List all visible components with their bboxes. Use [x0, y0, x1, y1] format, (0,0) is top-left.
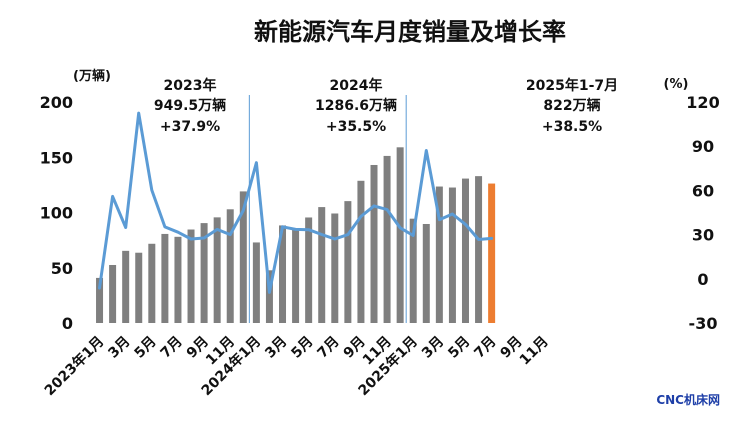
sales-bar [422, 223, 430, 323]
right-axis-unit: (%) [664, 77, 689, 92]
sales-bar [252, 242, 260, 323]
left-tick-label: 50 [51, 259, 73, 278]
sales-bar [383, 155, 391, 323]
left-tick-label: 200 [40, 93, 73, 112]
sales-bar [226, 209, 234, 323]
sales-bar [435, 186, 443, 323]
sales-bar [265, 270, 273, 323]
annotation-line: 1286.6万辆 [315, 97, 397, 114]
annotation-line: 949.5万辆 [154, 97, 226, 114]
left-tick-label: 0 [62, 314, 73, 333]
sales-bar [96, 277, 104, 323]
x-tick-label: 3月 [419, 334, 447, 362]
right-tick-label: 60 [692, 181, 714, 200]
right-axis-ticks: -30 0 30 60 90 120 [686, 93, 719, 333]
sales-bar [461, 178, 469, 323]
x-tick-label: 7月 [315, 334, 343, 362]
sales-bar [370, 164, 378, 323]
sales-bar [161, 233, 169, 323]
year-annotation: 2023年 949.5万辆 +37.9% [154, 77, 226, 135]
x-tick-label: 5月 [132, 334, 160, 362]
right-tick-label: 30 [692, 226, 714, 245]
sales-bar [187, 229, 195, 323]
sales-bar [292, 229, 300, 323]
sales-bar [331, 213, 339, 323]
watermark: CNC机床网 [656, 392, 720, 407]
x-tick-label: 3月 [105, 334, 133, 362]
x-tick-label: 5月 [288, 334, 316, 362]
annotation-line: +37.9% [160, 119, 220, 135]
annotation-line: 822万辆 [543, 97, 600, 114]
left-axis-unit: (万辆) [73, 68, 111, 84]
sales-bar [318, 207, 326, 323]
sales-bar [135, 252, 143, 323]
year-annotation: 2024年 1286.6万辆 +35.5% [315, 77, 397, 135]
year-dividers [248, 95, 407, 323]
right-tick-label: 90 [692, 137, 714, 156]
sales-bar [488, 183, 496, 323]
annotation-line: 2025年1-7月 [526, 77, 618, 94]
sales-bars [96, 147, 496, 323]
sales-bar [409, 218, 417, 323]
sales-bar [344, 201, 352, 323]
sales-bar [305, 217, 313, 323]
sales-bar [357, 180, 365, 323]
sales-bar [475, 176, 483, 323]
x-tick-label: 11月 [517, 334, 552, 369]
year-annotation: 2025年1-7月 822万辆 +38.5% [526, 77, 618, 135]
sales-bar [200, 223, 208, 323]
growth-line [98, 111, 494, 294]
annotation-line: 2023年 [164, 77, 217, 94]
chart-title: 新能源汽车月度销量及增长率 [254, 18, 566, 46]
x-tick-label: 5月 [445, 334, 473, 362]
annotation-line: +35.5% [326, 119, 386, 135]
left-tick-label: 150 [40, 148, 73, 167]
right-tick-label: 120 [686, 93, 719, 112]
sales-bar [109, 264, 117, 323]
annotation-line: +38.5% [542, 119, 602, 135]
right-tick-label: 0 [697, 270, 708, 289]
right-tick-label: -30 [689, 314, 718, 333]
sales-bar [396, 147, 404, 323]
x-tick-label: 3月 [262, 334, 290, 362]
sales-bar [279, 225, 287, 323]
growth-line-path [98, 111, 494, 294]
year-annotations: 2023年949.5万辆+37.9%2024年1286.6万辆+35.5%202… [154, 77, 618, 135]
sales-bar [174, 236, 182, 323]
sales-bar [122, 250, 130, 323]
x-tick-label: 2023年1月 [41, 333, 107, 399]
left-axis-ticks: 0 50 100 150 200 [40, 93, 73, 333]
x-tick-label: 7月 [471, 334, 499, 362]
sales-bar [213, 217, 221, 323]
x-axis-ticks: 2023年1月3月5月7月9月11月2024年1月3月5月7月9月11月2025… [41, 333, 552, 399]
annotation-line: 2024年 [330, 77, 383, 94]
left-tick-label: 100 [40, 204, 73, 223]
sales-bar [148, 243, 156, 323]
x-tick-label: 7月 [158, 334, 186, 362]
sales-bar [239, 191, 247, 323]
sales-bar [448, 187, 456, 323]
